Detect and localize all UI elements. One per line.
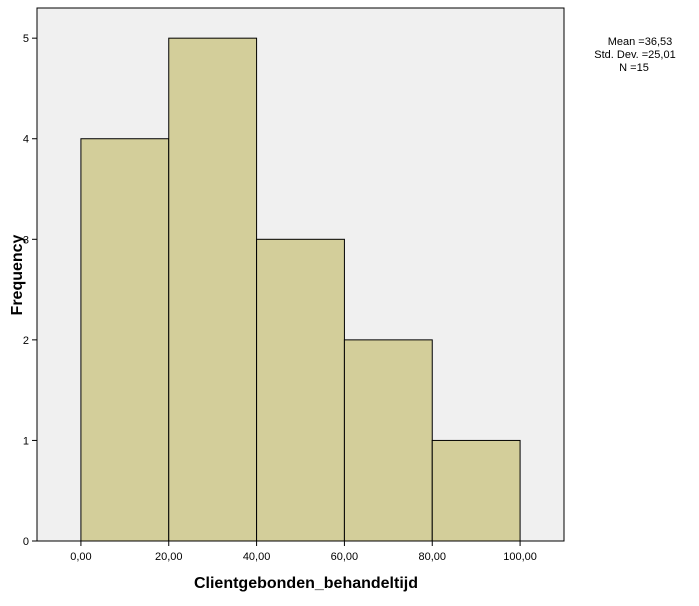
x-tick-label: 100,00 bbox=[503, 551, 537, 563]
x-tick-label: 40,00 bbox=[243, 551, 271, 563]
histogram-bar-2 bbox=[256, 238, 345, 542]
histogram-bar-1 bbox=[168, 37, 258, 542]
stats-std-dev: Std. Dev. =25,01 bbox=[594, 49, 675, 61]
y-tick-label: 3 bbox=[23, 234, 29, 246]
stats-box: Mean =36,53 Std. Dev. =25,01 N =15 bbox=[594, 36, 675, 74]
histogram-bar-4 bbox=[431, 439, 521, 542]
y-tick-label: 2 bbox=[23, 335, 29, 347]
histogram-bar-0 bbox=[80, 138, 170, 542]
y-axis-label: Frequency bbox=[9, 234, 26, 315]
x-tick-label: 60,00 bbox=[331, 551, 359, 563]
x-tick-label: 80,00 bbox=[418, 551, 446, 563]
x-axis-label: Clientgebonden_behandeltijd bbox=[194, 575, 418, 592]
histogram-bar-3 bbox=[343, 339, 433, 542]
x-tick-label: 20,00 bbox=[155, 551, 183, 563]
y-tick-label: 0 bbox=[23, 536, 29, 548]
y-tick-label: 5 bbox=[23, 33, 29, 45]
stats-n: N =15 bbox=[619, 62, 649, 74]
y-tick-label: 4 bbox=[23, 134, 29, 146]
x-tick-label: 0,00 bbox=[70, 551, 91, 563]
stats-mean: Mean =36,53 bbox=[608, 36, 673, 48]
y-tick-label: 1 bbox=[23, 435, 29, 447]
